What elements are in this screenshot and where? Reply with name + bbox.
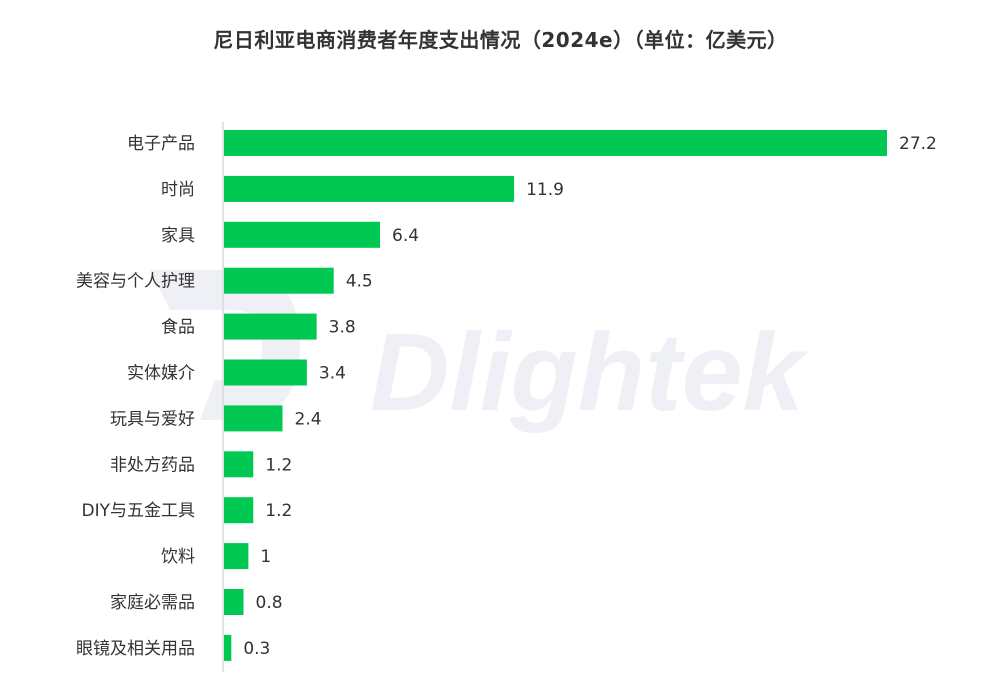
bar bbox=[224, 130, 887, 156]
value-label: 2.4 bbox=[295, 409, 322, 429]
value-label: 1 bbox=[260, 547, 271, 567]
bar bbox=[224, 634, 232, 661]
category-label: 电子产品 bbox=[127, 134, 195, 154]
value-label: 0.3 bbox=[243, 639, 270, 659]
watermark-text: Dlightek bbox=[370, 311, 809, 434]
bar bbox=[224, 451, 254, 478]
category-label: 食品 bbox=[161, 318, 195, 338]
value-label: 11.9 bbox=[526, 180, 564, 200]
bar bbox=[224, 313, 317, 340]
chart-title: 尼日利亚电商消费者年度支出情况（2024e）（单位：亿美元） bbox=[213, 28, 788, 52]
category-label: 非处方药品 bbox=[110, 455, 195, 475]
value-label: 3.8 bbox=[329, 318, 356, 338]
category-label: 实体媒介 bbox=[127, 364, 195, 384]
category-label: 饮料 bbox=[161, 547, 195, 567]
bar bbox=[224, 221, 380, 248]
bar bbox=[224, 359, 307, 386]
category-label: 时尚 bbox=[161, 180, 195, 200]
value-label: 6.4 bbox=[392, 226, 419, 246]
bar bbox=[224, 405, 283, 432]
value-label: 0.8 bbox=[256, 593, 283, 613]
bar bbox=[224, 497, 254, 524]
bar bbox=[224, 175, 515, 202]
category-label: DIY与五金工具 bbox=[82, 501, 196, 521]
bar bbox=[224, 589, 244, 615]
category-label: 玩具与爱好 bbox=[110, 409, 195, 429]
category-label: 眼镜及相关用品 bbox=[76, 639, 195, 659]
value-label: 27.2 bbox=[899, 134, 937, 154]
value-label: 4.5 bbox=[346, 272, 373, 292]
category-label: 家具 bbox=[161, 226, 195, 246]
category-label: 美容与个人护理 bbox=[76, 272, 195, 292]
value-label: 1.2 bbox=[265, 455, 292, 475]
bar bbox=[224, 267, 334, 294]
category-label: 家庭必需品 bbox=[110, 593, 195, 613]
bar bbox=[224, 543, 249, 570]
value-label: 1.2 bbox=[265, 501, 292, 521]
value-label: 3.4 bbox=[319, 364, 346, 384]
